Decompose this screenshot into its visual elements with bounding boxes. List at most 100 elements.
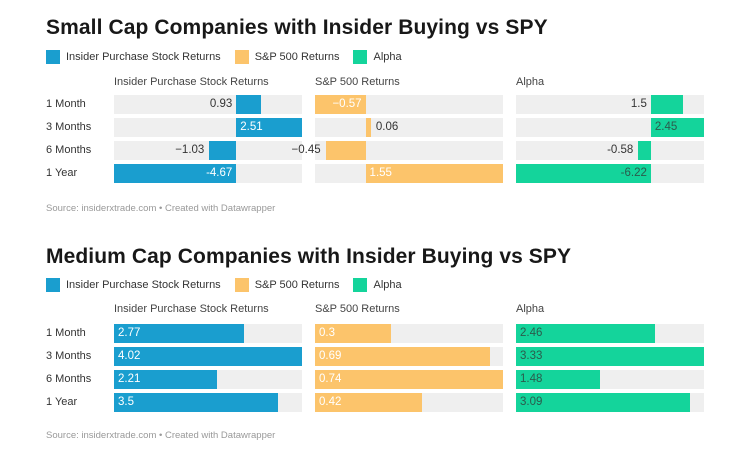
- column-header-sp500: S&P 500 Returns: [315, 76, 400, 88]
- bar-track: 2.45: [516, 118, 704, 137]
- value-label: 0.74: [319, 373, 342, 385]
- value-label: 2.45: [654, 121, 678, 133]
- value-label: 0.3: [319, 327, 335, 339]
- bar-track: 0.42: [315, 393, 503, 412]
- bar-track: 1.5: [516, 95, 704, 114]
- value-label: -0.58: [607, 144, 634, 156]
- value-label: 1.55: [369, 167, 392, 179]
- bar-track: 3.5: [114, 393, 302, 412]
- bar-alpha: [516, 393, 691, 412]
- bar-track: 2.51: [114, 118, 302, 137]
- bar-track: 1.48: [516, 370, 704, 389]
- bar-track: 3.09: [516, 393, 704, 412]
- bar-track: 0.93: [114, 95, 302, 114]
- legend-label: Alpha: [373, 279, 402, 291]
- row-label: 6 Months: [46, 373, 92, 385]
- legend-item-alpha: Alpha: [353, 278, 402, 292]
- legend-label: Insider Purchase Stock Returns: [66, 51, 221, 63]
- legend-label: S&P 500 Returns: [254, 51, 340, 63]
- row-label: 3 Months: [46, 121, 92, 133]
- legend-swatch-insider: [46, 50, 60, 64]
- column-header-sp500: S&P 500 Returns: [315, 303, 400, 315]
- value-label: 0.93: [209, 98, 233, 110]
- bar-track: -0.58: [516, 141, 704, 160]
- bar-track: −0.57: [315, 95, 503, 114]
- bar-alpha: [516, 370, 600, 389]
- value-label: 3.5: [118, 396, 134, 408]
- column-header-insider: Insider Purchase Stock Returns: [114, 303, 269, 315]
- bar-alpha: [516, 324, 655, 343]
- bar-track: -6.22: [516, 164, 704, 183]
- bar-track: −0.45: [292, 141, 503, 160]
- value-label: -4.67: [206, 167, 233, 179]
- value-label: 2.46: [520, 327, 543, 339]
- row-label: 1 Month: [46, 98, 86, 110]
- value-label: −1.03: [175, 144, 205, 156]
- bar-insider: [114, 347, 302, 366]
- value-label: 2.77: [118, 327, 141, 339]
- legend-label: S&P 500 Returns: [254, 279, 340, 291]
- bar-track: 2.46: [516, 324, 704, 343]
- legend-label: Alpha: [373, 51, 402, 63]
- bar-insider: [236, 118, 302, 137]
- column-header-alpha: Alpha: [516, 303, 545, 315]
- bar-sp500: [365, 118, 371, 137]
- bar-track: 0.3: [315, 324, 503, 343]
- value-label: −0.57: [332, 98, 362, 110]
- bar-sp500: [315, 347, 491, 366]
- column-header-insider: Insider Purchase Stock Returns: [114, 76, 269, 88]
- legend: Insider Purchase Stock Returns S&P 500 Re…: [46, 50, 416, 64]
- legend-swatch-sp500: [234, 278, 249, 292]
- bar-track: 0.06: [315, 118, 503, 137]
- column-header-alpha: Alpha: [516, 76, 545, 88]
- value-label: 4.02: [118, 350, 141, 362]
- chart-title: Small Cap Companies with Insider Buying …: [46, 16, 548, 39]
- bar-sp500: [315, 324, 392, 343]
- value-label: 0.06: [375, 121, 399, 133]
- bar-sp500: [325, 141, 366, 160]
- legend: Insider Purchase Stock Returns S&P 500 Re…: [46, 278, 416, 292]
- value-label: 2.51: [240, 121, 263, 133]
- bar-sp500: [315, 95, 366, 114]
- bar-insider: [114, 324, 244, 343]
- bar-sp500: [315, 370, 503, 389]
- value-label: -6.22: [620, 167, 647, 179]
- row-label: 3 Months: [46, 350, 92, 362]
- bar-track: 1.55: [315, 164, 503, 183]
- bar-track: -4.67: [114, 164, 302, 183]
- value-label: 0.69: [319, 350, 342, 362]
- bar-track: 3.33: [516, 347, 704, 366]
- bar-alpha: [650, 95, 684, 114]
- legend-label: Insider Purchase Stock Returns: [66, 279, 221, 291]
- bar-insider: [114, 164, 237, 183]
- row-label: 1 Month: [46, 327, 86, 339]
- bar-insider: [236, 95, 261, 114]
- bar-insider: [209, 141, 237, 160]
- legend-item-sp500: S&P 500 Returns: [234, 278, 340, 292]
- bar-insider: [114, 393, 278, 412]
- legend-swatch-sp500: [234, 50, 249, 64]
- legend-item-insider: Insider Purchase Stock Returns: [46, 278, 221, 292]
- legend-item-sp500: S&P 500 Returns: [234, 50, 340, 64]
- bar-track: 0.74: [315, 370, 503, 389]
- value-label: 3.33: [520, 350, 543, 362]
- bar-track: 4.02: [114, 347, 302, 366]
- bar-alpha: [516, 347, 704, 366]
- row-label: 6 Months: [46, 144, 92, 156]
- row-label: 1 Year: [46, 167, 78, 179]
- value-label: 1.5: [630, 98, 647, 110]
- bar-alpha: [516, 164, 651, 183]
- bar-track: −1.03: [114, 141, 302, 160]
- value-label: 1.48: [520, 373, 543, 385]
- source-note: Source: insiderxtrade.com • Created with…: [46, 430, 276, 441]
- value-label: 3.09: [520, 396, 543, 408]
- bar-track: 0.69: [315, 347, 503, 366]
- bar-track: 2.21: [114, 370, 302, 389]
- bar-insider: [114, 370, 218, 389]
- bar-sp500: [365, 164, 503, 183]
- bar-alpha: [638, 141, 651, 160]
- bar-sp500: [315, 393, 422, 412]
- source-note: Source: insiderxtrade.com • Created with…: [46, 203, 276, 214]
- legend-item-insider: Insider Purchase Stock Returns: [46, 50, 221, 64]
- legend-swatch-alpha: [353, 50, 368, 64]
